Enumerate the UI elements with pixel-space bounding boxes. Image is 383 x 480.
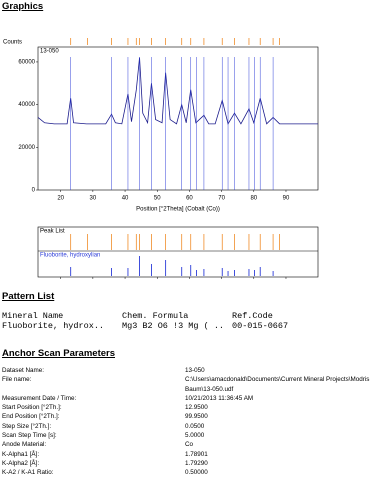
y-tick-label: 20000: [18, 145, 35, 151]
parameter-value: 12.9500: [185, 404, 208, 412]
parameter-name: Start Position [°2Th.]:: [2, 404, 62, 412]
y-axis-label: Counts: [3, 40, 22, 46]
parameter-value: 99.9500: [185, 413, 208, 421]
x-tick-label: 30: [90, 196, 97, 202]
parameter-name: Dataset Name:: [2, 367, 44, 374]
section-title: Pattern List: [2, 291, 55, 302]
column-header: Ref.Code: [232, 311, 273, 321]
parameter-name: End Position [°2Th.]:: [2, 413, 60, 421]
parameter-name: File name:: [2, 376, 32, 384]
parameter-row: Measurement Date / Time: 10/21/2013 11:36…: [2, 394, 382, 403]
parameter-row: K-Alpha1 [Å]: 1.78901: [2, 450, 382, 459]
x-axis-label: Position [°2Theta] (Cobalt (Co)): [136, 207, 220, 213]
parameter-row: Dataset Name: 13-050: [2, 366, 382, 375]
stick-frame: [37, 226, 319, 278]
parameter-value: Co: [185, 441, 194, 449]
parameter-name: Scan Step Time [s]:: [2, 432, 57, 440]
x-tick-label: 90: [283, 196, 290, 202]
parameter-name: K-A2 / K-A1 Ratio:: [2, 469, 54, 477]
y-tick-label: 0: [32, 188, 36, 194]
parameter-row: File name: C:\Users\amacdonald\Documents\…: [2, 375, 382, 394]
panel-label: Peak List: [40, 229, 65, 235]
parameter-row: Scan Step Time [s]: 5.0000: [2, 431, 382, 440]
x-tick-label: 20: [57, 196, 64, 202]
panel-label: Fluoborite, hydroxylian: [40, 253, 100, 259]
parameter-value: 0.50000: [185, 469, 208, 477]
table-cell: Mg3 B2 O6 !3 Mg ( ..: [122, 321, 225, 331]
table-cell: 00-015-0667: [232, 321, 289, 331]
table-cell: Fluoborite, hydrox..: [2, 321, 105, 331]
x-tick-label: 40: [122, 196, 129, 202]
parameter-value: 1.79290: [185, 459, 208, 467]
x-tick-label: 80: [250, 196, 257, 202]
parameter-row: Step Size [°2Th.]: 0.0500: [2, 422, 382, 431]
x-tick-label: 50: [154, 196, 161, 202]
parameter-name: K-Alpha2 [Å]:: [2, 459, 40, 467]
section-title: Graphics: [2, 1, 44, 12]
scan-line: [37, 57, 318, 125]
parameter-value: 13-050: [185, 367, 205, 374]
chart: Counts Position [°2Theta] (Cobalt (Co)) …: [3, 38, 319, 279]
parameter-value: 0.0500: [185, 422, 205, 430]
parameter-row: Start Position [°2Th.]: 12.9500: [2, 403, 382, 412]
parameter-row: K-A2 / K-A1 Ratio: 0.50000: [2, 468, 382, 477]
parameter-row: Anode Material: Co: [2, 440, 382, 449]
column-header: Mineral Name: [2, 311, 64, 321]
series-label: 13-050: [40, 49, 59, 55]
parameter-value: C:\Users\amacdonald\Documents\Current Mi…: [185, 376, 370, 393]
parameter-value: 1.78901: [185, 450, 208, 458]
parameter-value: 10/21/2013 11:36:45 AM: [185, 394, 254, 402]
section-title: Anchor Scan Parameters: [2, 348, 115, 359]
parameter-value: 5.0000: [185, 432, 205, 440]
parameter-list: Dataset Name: 13-050 File name: C:\Users\am…: [2, 366, 382, 478]
parameter-name: Step Size [°2Th.]:: [2, 422, 52, 430]
y-tick-label: 60000: [18, 60, 35, 66]
parameter-row: End Position [°2Th.]: 99.9500: [2, 412, 382, 421]
parameter-name: Anode Material:: [2, 441, 47, 449]
x-tick-label: 60: [186, 196, 193, 202]
x-tick-label: 70: [218, 196, 225, 202]
column-header: Chem. Formula: [122, 311, 189, 321]
plot-frame: [37, 46, 319, 191]
parameter-name: Measurement Date / Time:: [2, 394, 77, 402]
parameter-row: K-Alpha2 [Å]: 1.79290: [2, 459, 382, 468]
parameter-name: K-Alpha1 [Å]:: [2, 450, 40, 458]
y-tick-label: 40000: [18, 102, 35, 108]
